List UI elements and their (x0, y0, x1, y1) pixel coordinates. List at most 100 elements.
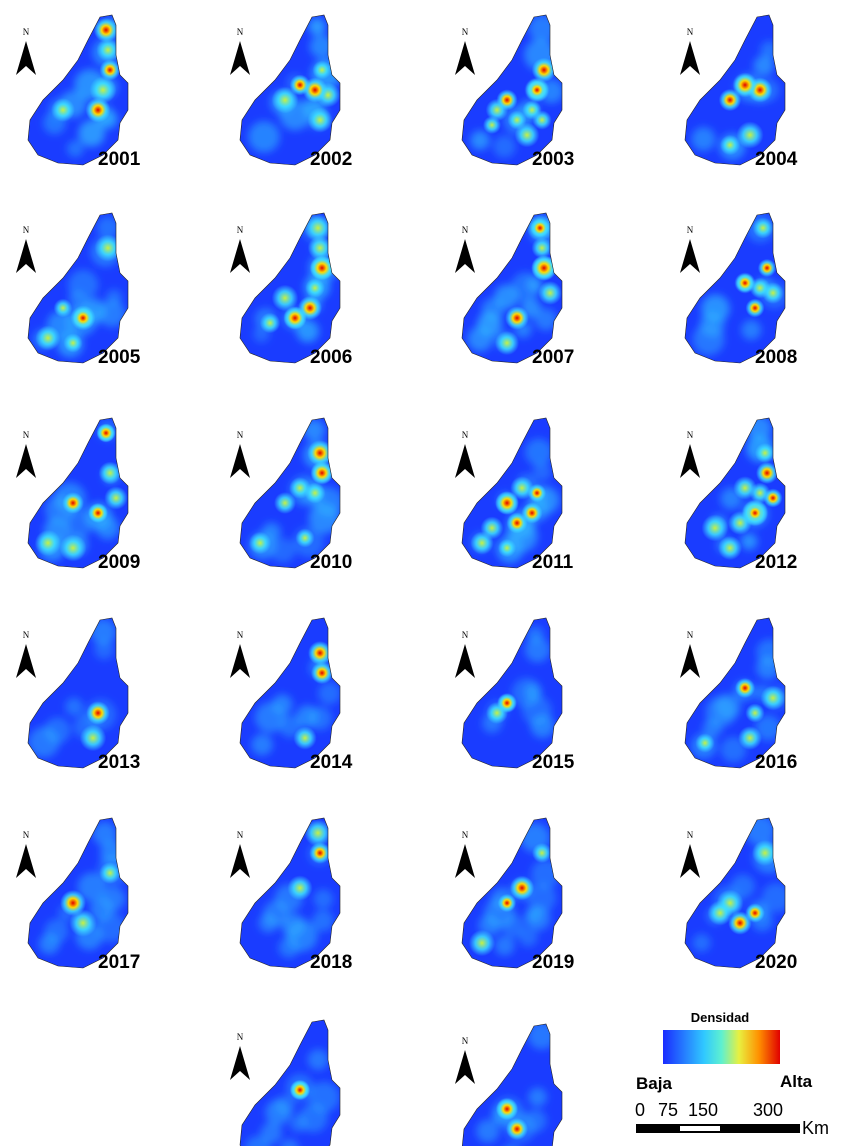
density-warm (719, 134, 741, 156)
density-map (28, 818, 128, 968)
map-panel: 2011 N (455, 417, 574, 573)
north-label: N (23, 830, 30, 840)
density-blob (527, 1024, 556, 1050)
density-hotspot (728, 911, 752, 935)
scale-label: 0 (635, 1100, 645, 1120)
density-warm (53, 298, 73, 318)
density-hotspot (745, 503, 765, 523)
density-map (240, 418, 340, 568)
north-arrow (455, 644, 475, 678)
year-label: 2008 (755, 347, 797, 368)
year-label: 2011 (532, 552, 574, 573)
density-blob (756, 656, 780, 680)
density-map (240, 15, 340, 165)
north-label: N (462, 630, 469, 640)
map-panel: 2001 N (16, 14, 141, 170)
density-blob (28, 726, 60, 758)
density-blob (532, 462, 552, 482)
north-arrow (16, 644, 36, 678)
density-blob (260, 1122, 283, 1144)
density-blob (701, 294, 730, 323)
north-label: N (237, 27, 244, 37)
density-hotspot (86, 701, 110, 725)
density-blob (312, 910, 334, 932)
density-hotspot (527, 483, 547, 503)
density-hotspot (309, 842, 331, 864)
density-hotspot (496, 1098, 518, 1120)
density-warm (293, 726, 317, 750)
north-arrow (16, 239, 36, 273)
map-panel: 2005 N (16, 212, 141, 368)
map-panel: 2022N (455, 1023, 563, 1146)
north-arrow (230, 1046, 250, 1080)
year-label: 2007 (532, 347, 574, 368)
year-label: 2014 (310, 752, 353, 773)
north-label: N (237, 225, 244, 235)
density-warm (63, 333, 83, 353)
density-blob (248, 121, 280, 153)
year-label: 2018 (310, 952, 352, 973)
density-hotspot (527, 80, 547, 100)
density-warm (531, 237, 553, 259)
density-blob (494, 935, 515, 956)
density-hotspot (85, 97, 111, 123)
density-warm (762, 282, 784, 304)
density-warm (532, 110, 552, 130)
density-blob (530, 714, 555, 739)
north-label: N (687, 225, 694, 235)
density-warm (745, 703, 765, 723)
year-label: 2004 (755, 149, 798, 170)
density-warm (96, 38, 120, 62)
density-hotspot (755, 461, 779, 485)
north-label: N (687, 27, 694, 37)
density-hotspot (757, 258, 777, 278)
north-arrow (230, 844, 250, 878)
density-blob (467, 326, 493, 352)
north-arrow (680, 844, 700, 878)
year-label: 2012 (755, 552, 797, 573)
density-warm (537, 280, 562, 306)
scale-label: 150 (688, 1100, 718, 1120)
legend: Densidad Baja Alta (636, 1010, 813, 1093)
north-label: N (687, 430, 694, 440)
density-hotspot (283, 306, 307, 330)
density-hotspot (72, 307, 94, 329)
density-hotspot (496, 89, 518, 111)
density-map (462, 418, 562, 568)
density-blob (280, 1139, 300, 1146)
north-arrow (455, 1050, 475, 1084)
density-blob (309, 34, 333, 59)
density-map (28, 213, 128, 363)
density-blob (92, 821, 117, 846)
density-warm (304, 214, 332, 242)
density-hotspot (497, 693, 517, 713)
density-hotspot (509, 875, 535, 901)
map-panel: 2020 N (680, 817, 797, 973)
density-blob (524, 637, 550, 663)
density-blob (96, 216, 120, 239)
year-label: 2002 (310, 149, 352, 170)
density-warm (752, 217, 774, 239)
scale-bar: 0 75 150 300 Km (635, 1100, 829, 1138)
scale-unit: Km (802, 1118, 829, 1138)
density-warm (79, 724, 107, 752)
density-hotspot (96, 423, 116, 443)
density-blob (755, 715, 781, 741)
density-blob (740, 533, 758, 550)
density-warm (304, 819, 332, 847)
map-panel: 2016 N (680, 617, 797, 773)
density-warm (531, 842, 553, 864)
scale-label: 75 (658, 1100, 678, 1120)
density-blob (66, 140, 84, 158)
density-hotspot (307, 440, 333, 466)
density-warm (760, 685, 785, 711)
density-warm (751, 839, 779, 867)
density-blob (77, 872, 107, 902)
density-hotspot (99, 59, 121, 81)
density-warm (271, 284, 299, 312)
density-hotspot (530, 218, 550, 238)
density-map (240, 818, 340, 968)
density-warm (259, 312, 281, 334)
density-map (240, 213, 340, 363)
north-arrow (680, 644, 700, 678)
